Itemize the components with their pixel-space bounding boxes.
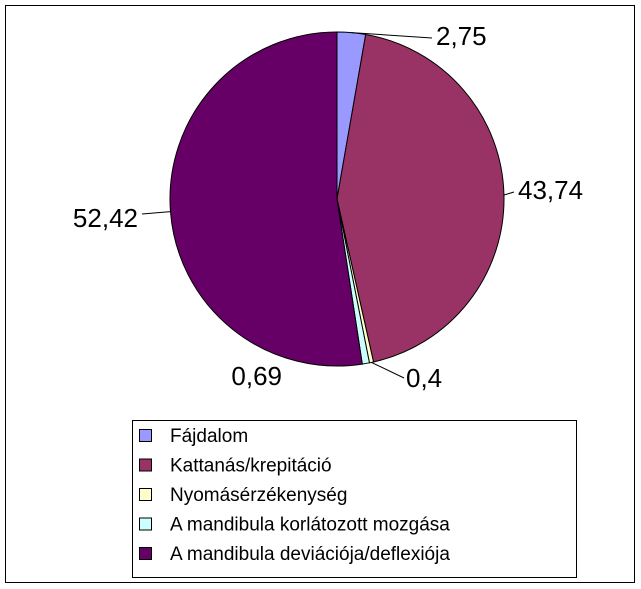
leader-line xyxy=(141,211,171,215)
leader-line xyxy=(503,191,515,196)
data-label: 0,4 xyxy=(406,363,442,393)
legend-box xyxy=(132,420,577,578)
legend-label: Fájdalom xyxy=(170,426,248,447)
data-label: 43,74 xyxy=(518,175,583,205)
legend-label: Nyomásérzékenység xyxy=(170,485,347,506)
leader-line xyxy=(371,361,405,379)
legend-label: Kattanás/krepitáció xyxy=(170,456,332,477)
legend-swatch xyxy=(139,547,152,560)
data-label: 0,69 xyxy=(231,361,282,391)
legend-label: A mandibula deviációja/deflexiója xyxy=(170,544,450,565)
data-label: 2,75 xyxy=(436,21,487,51)
data-label: 52,42 xyxy=(73,203,138,233)
leader-line xyxy=(351,32,433,39)
legend-swatch xyxy=(139,488,152,501)
legend-swatch xyxy=(139,517,152,531)
legend-swatch xyxy=(139,458,152,472)
pie-slice xyxy=(336,33,505,363)
legend-label: A mandibula korlátozott mozgása xyxy=(170,515,450,536)
legend-swatch xyxy=(139,429,152,442)
